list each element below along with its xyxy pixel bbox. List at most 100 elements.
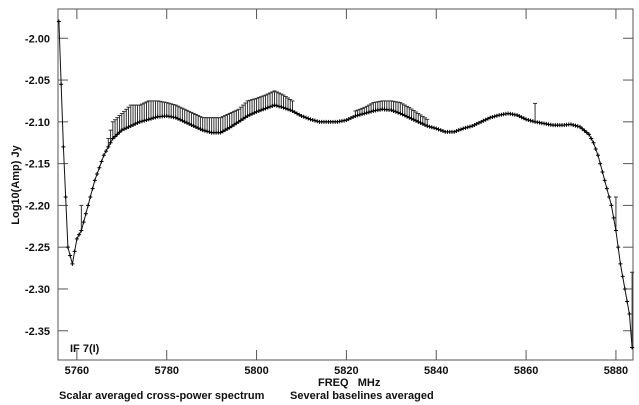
data-point [104, 149, 109, 154]
x-tick-label: 5800 [244, 365, 268, 377]
data-point [227, 125, 232, 130]
data-point [472, 122, 477, 127]
data-point [140, 119, 145, 124]
data-point [290, 108, 295, 113]
y-tick-label: -2.00 [25, 33, 50, 45]
data-point [620, 274, 625, 279]
data-point [600, 169, 605, 174]
data-point [569, 122, 574, 127]
data-point [607, 195, 612, 200]
data-point [418, 120, 423, 125]
data-point [187, 121, 192, 126]
data-point [398, 111, 403, 116]
data-point [627, 312, 632, 317]
data-point [277, 104, 282, 109]
x-tick-label: 5880 [604, 365, 628, 377]
data-point [456, 128, 461, 133]
data-point [492, 114, 497, 119]
data-point [353, 113, 358, 118]
data-point [431, 125, 436, 130]
data-point [175, 116, 180, 121]
x-tick-label: 5780 [154, 365, 178, 377]
data-point [283, 106, 288, 111]
y-tick-label: -2.10 [25, 117, 50, 129]
data-point [151, 116, 156, 121]
data-point [490, 115, 495, 120]
data-point [191, 124, 196, 128]
data-point [517, 114, 522, 119]
data-point [196, 126, 201, 131]
data-point [454, 129, 459, 134]
data-point [411, 117, 416, 122]
data-point [515, 113, 520, 118]
data-point [119, 128, 124, 133]
data-point [90, 186, 95, 191]
data-point [272, 103, 277, 108]
data-point [234, 121, 239, 126]
data-point [99, 159, 104, 164]
data-point [423, 122, 428, 127]
data-point [463, 125, 468, 130]
data-point [281, 105, 286, 110]
data-point [299, 113, 304, 118]
data-point [279, 104, 284, 109]
data-point [274, 103, 279, 108]
data-point [236, 119, 241, 124]
data-point [198, 127, 203, 132]
data-point [598, 161, 603, 166]
data-point [243, 115, 248, 120]
data-point [97, 165, 102, 170]
data-point [117, 130, 122, 135]
data-point [310, 117, 315, 122]
data-point [218, 130, 223, 135]
data-point [604, 186, 609, 191]
data-point [106, 144, 111, 149]
data-point [465, 125, 470, 130]
data-point [86, 203, 91, 208]
annotation-if-label: IF 7(I) [70, 343, 100, 355]
footer-right: Several baselines averaged [290, 390, 434, 402]
data-point [434, 126, 439, 131]
y-tick-label: -2.25 [25, 242, 50, 254]
data-point [357, 112, 362, 117]
data-point [416, 119, 421, 124]
data-point [122, 127, 127, 132]
data-point [611, 215, 616, 220]
x-tick-label: 5860 [514, 365, 538, 377]
data-point [135, 120, 140, 125]
data-point [232, 122, 237, 127]
data-point [261, 107, 266, 112]
data-point [622, 286, 627, 291]
data-point [95, 172, 100, 177]
data-point [420, 121, 425, 126]
data-point [113, 134, 118, 139]
data-point [519, 115, 524, 120]
data-point [65, 245, 70, 250]
data-point [306, 116, 311, 121]
data-point [250, 111, 255, 116]
data-point [241, 116, 246, 121]
data-point [189, 122, 194, 127]
x-tick-label: 5820 [334, 365, 358, 377]
data-point [178, 117, 183, 122]
data-point [137, 119, 142, 124]
data-point [405, 114, 410, 119]
data-point [202, 128, 207, 133]
data-point [593, 146, 598, 151]
data-point [355, 113, 360, 118]
data-point [268, 104, 273, 109]
data-point [88, 195, 93, 200]
data-point [586, 132, 591, 137]
data-point [526, 117, 531, 122]
data-point [483, 117, 488, 122]
data-point [110, 136, 115, 141]
data-point [351, 115, 356, 120]
data-point [427, 124, 432, 129]
data-point [488, 115, 493, 120]
data-point [438, 128, 443, 133]
data-point [184, 120, 189, 125]
data-point [288, 108, 293, 113]
data-point [292, 110, 297, 115]
data-point [101, 153, 106, 158]
data-point [247, 112, 252, 117]
